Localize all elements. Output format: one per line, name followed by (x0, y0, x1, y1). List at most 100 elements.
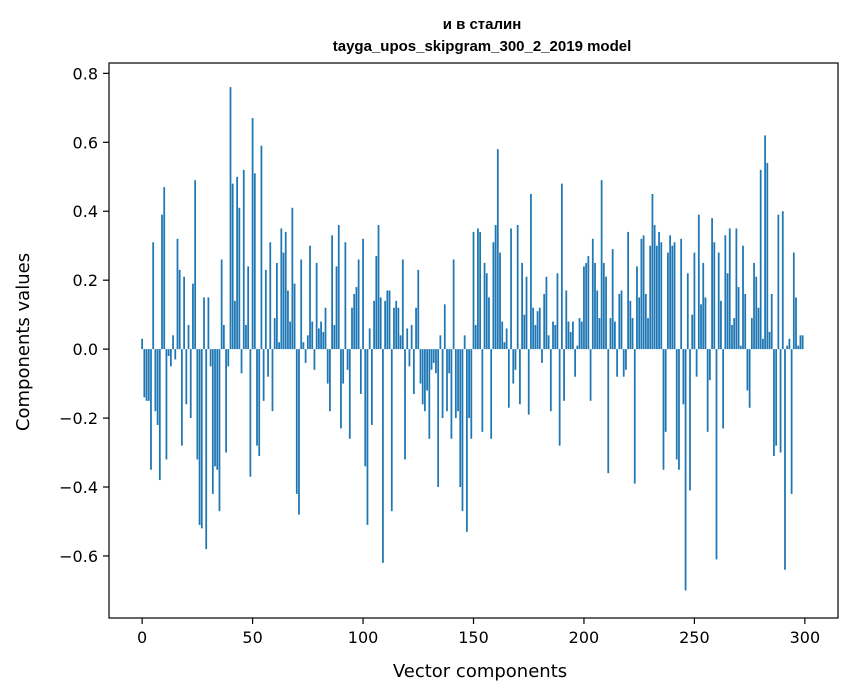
bar-280 (759, 169, 762, 350)
y-tick-label: −0.6 (59, 547, 98, 566)
bar-49 (249, 349, 252, 477)
bar-57 (267, 349, 269, 377)
bar-31 (209, 349, 212, 367)
bar-240 (671, 245, 674, 350)
bar-117 (399, 335, 402, 350)
bar-111 (386, 290, 389, 350)
bar-209 (602, 262, 605, 350)
bar-189 (558, 349, 561, 446)
bar-4 (150, 349, 152, 470)
bar-136 (441, 349, 444, 419)
bar-233 (655, 245, 658, 350)
bar-47 (245, 324, 247, 350)
bar-212 (609, 318, 612, 350)
bar-116 (397, 307, 400, 350)
y-tick-label: −0.2 (59, 409, 98, 428)
bar-218 (622, 349, 625, 377)
bar-91 (342, 349, 345, 384)
bar-243 (678, 349, 680, 470)
bar-95 (351, 307, 353, 350)
bar-74 (304, 349, 307, 363)
bar-283 (766, 162, 769, 350)
bar-213 (611, 249, 614, 350)
bar-143 (457, 349, 459, 412)
bar-295 (792, 252, 795, 350)
y-tick-label: 0.0 (73, 340, 98, 359)
y-tick-label: 0.4 (73, 202, 98, 221)
bar-135 (439, 335, 442, 350)
bar-211 (607, 349, 610, 474)
bar-71 (298, 349, 300, 515)
x-tick-label: 300 (790, 628, 821, 647)
bar-73 (302, 342, 305, 350)
bar-232 (653, 225, 656, 350)
bar-199 (580, 321, 583, 350)
bar-55 (262, 349, 265, 401)
bar-21 (187, 324, 190, 350)
bar-105 (373, 300, 375, 350)
bar-227 (642, 235, 645, 350)
bar-77 (311, 321, 314, 350)
bar-163 (501, 321, 504, 350)
bar-206 (596, 290, 599, 350)
bar-286 (773, 349, 775, 456)
bar-168 (512, 349, 515, 384)
bar-35 (218, 349, 221, 512)
bar-127 (421, 349, 424, 405)
bar-156 (485, 273, 488, 350)
bar-228 (644, 293, 647, 350)
bar-230 (649, 245, 652, 350)
bar-172 (521, 262, 523, 350)
bar-293 (788, 338, 791, 350)
bar-279 (757, 307, 760, 350)
bar-24 (194, 180, 197, 350)
bar-89 (337, 225, 340, 350)
bar-18 (181, 349, 183, 446)
bar-256 (706, 349, 709, 432)
bar-285 (770, 293, 773, 350)
bar-165 (505, 328, 508, 350)
x-axis-label: Vector components (393, 661, 567, 682)
bar-26 (198, 349, 201, 525)
bar-234 (658, 231, 660, 350)
bars-group (141, 87, 804, 591)
bar-167 (510, 228, 512, 350)
bar-126 (419, 349, 422, 384)
bar-200 (583, 266, 585, 350)
bar-94 (348, 349, 351, 439)
bar-122 (410, 324, 413, 350)
bar-7 (156, 349, 159, 425)
bar-249 (691, 314, 694, 350)
bar-226 (640, 238, 643, 350)
bar-33 (214, 349, 216, 467)
bar-250 (693, 252, 696, 350)
bar-254 (702, 262, 705, 350)
bar-255 (704, 297, 707, 350)
bar-64 (282, 252, 285, 350)
bar-67 (289, 321, 292, 350)
bar-272 (742, 245, 744, 350)
bar-191 (563, 349, 565, 401)
bar-14 (172, 335, 174, 350)
bar-146 (463, 335, 466, 350)
bar-148 (468, 349, 470, 419)
x-tick-label: 200 (569, 628, 600, 647)
bar-129 (426, 349, 428, 391)
bar-166 (507, 349, 510, 408)
bar-12 (167, 349, 170, 357)
bar-289 (779, 349, 782, 453)
bar-224 (636, 266, 638, 350)
bar-253 (700, 304, 702, 350)
bar-202 (587, 256, 590, 350)
y-tick-label: 0.6 (73, 133, 98, 152)
bar-298 (799, 335, 802, 350)
bar-174 (525, 276, 528, 350)
x-tick-label: 150 (458, 628, 489, 647)
bar-97 (355, 287, 358, 350)
bar-193 (567, 321, 570, 350)
bar-40 (229, 87, 232, 350)
bar-118 (401, 259, 404, 350)
bar-258 (711, 218, 713, 350)
bar-96 (353, 293, 356, 350)
